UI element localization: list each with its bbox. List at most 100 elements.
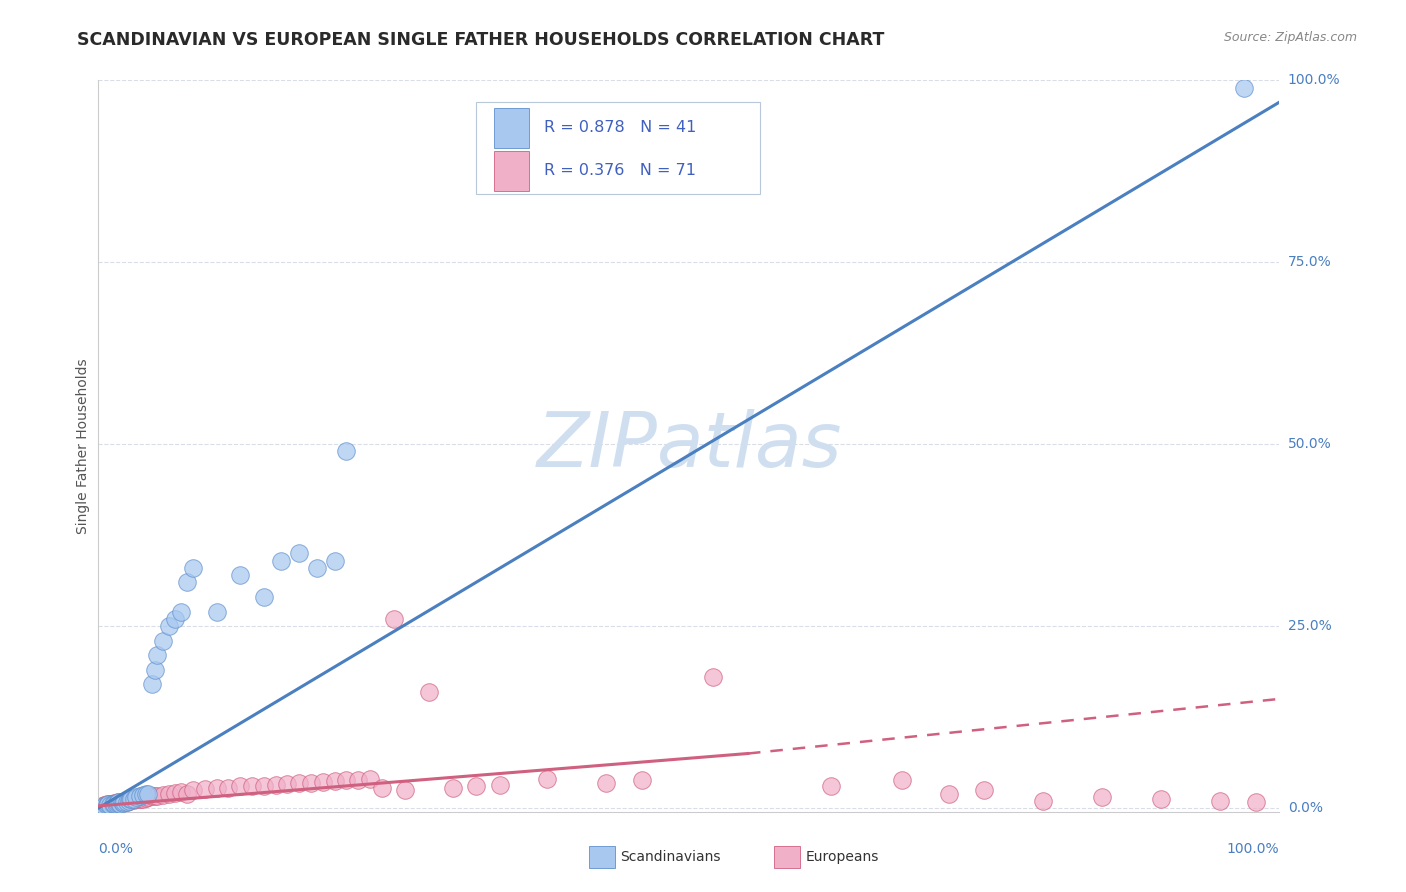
Text: 100.0%: 100.0%	[1227, 842, 1279, 856]
Point	[97, 798, 120, 813]
Point	[973, 783, 995, 797]
Point	[120, 792, 142, 806]
Point	[152, 788, 174, 802]
Point	[141, 677, 163, 691]
Point	[93, 798, 115, 813]
Point	[299, 775, 322, 789]
Text: R = 0.878   N = 41: R = 0.878 N = 41	[544, 120, 696, 136]
Point	[122, 792, 145, 806]
Point	[176, 787, 198, 801]
Point	[143, 789, 166, 803]
Point	[125, 790, 148, 805]
Point	[335, 444, 357, 458]
Point	[112, 795, 135, 809]
Point	[141, 789, 163, 804]
Point	[136, 787, 159, 801]
Point	[205, 781, 228, 796]
Point	[441, 780, 464, 795]
Point	[93, 798, 115, 813]
Point	[157, 787, 180, 801]
Point	[418, 684, 440, 698]
Point	[205, 605, 228, 619]
Point	[96, 797, 118, 812]
Point	[359, 772, 381, 786]
Point	[1244, 795, 1267, 809]
Point	[165, 612, 187, 626]
FancyBboxPatch shape	[589, 847, 614, 868]
Point	[112, 795, 135, 809]
Point	[101, 797, 124, 811]
Point	[128, 789, 150, 804]
Point	[105, 796, 128, 810]
Point	[938, 787, 960, 801]
Text: ZIPatlas: ZIPatlas	[536, 409, 842, 483]
Point	[371, 781, 394, 796]
Point	[103, 797, 125, 812]
Point	[143, 663, 166, 677]
Point	[229, 779, 252, 793]
Point	[136, 790, 159, 805]
Point	[176, 575, 198, 590]
Text: 100.0%: 100.0%	[1288, 73, 1340, 87]
Point	[630, 773, 652, 788]
Point	[107, 795, 129, 809]
Point	[181, 561, 204, 575]
Point	[217, 780, 239, 795]
Text: 50.0%: 50.0%	[1288, 437, 1331, 451]
Point	[108, 796, 131, 810]
Point	[170, 605, 193, 619]
Point	[170, 785, 193, 799]
Point	[135, 787, 157, 801]
Point	[118, 794, 141, 808]
Point	[288, 776, 311, 790]
Point	[323, 554, 346, 568]
Point	[335, 773, 357, 788]
Point	[132, 788, 155, 802]
Point	[305, 561, 328, 575]
Point	[96, 798, 118, 813]
Point	[489, 778, 512, 792]
Text: R = 0.376   N = 71: R = 0.376 N = 71	[544, 163, 696, 178]
Point	[98, 798, 121, 813]
Point	[288, 546, 311, 560]
FancyBboxPatch shape	[494, 151, 530, 191]
Point	[240, 779, 263, 793]
Point	[1032, 794, 1054, 808]
Text: Europeans: Europeans	[806, 850, 879, 864]
Text: 75.0%: 75.0%	[1288, 255, 1331, 269]
Point	[108, 797, 131, 811]
Point	[276, 777, 298, 791]
FancyBboxPatch shape	[477, 103, 759, 194]
Text: SCANDINAVIAN VS EUROPEAN SINGLE FATHER HOUSEHOLDS CORRELATION CHART: SCANDINAVIAN VS EUROPEAN SINGLE FATHER H…	[77, 31, 884, 49]
Point	[97, 797, 120, 812]
Text: Source: ZipAtlas.com: Source: ZipAtlas.com	[1223, 31, 1357, 45]
Point	[270, 554, 292, 568]
Point	[111, 795, 134, 809]
Text: 25.0%: 25.0%	[1288, 619, 1331, 633]
Point	[111, 795, 134, 809]
Point	[104, 797, 127, 811]
Point	[125, 792, 148, 806]
Point	[382, 612, 405, 626]
Point	[146, 789, 169, 803]
Point	[146, 648, 169, 663]
Point	[91, 798, 114, 813]
Text: Scandinavians: Scandinavians	[620, 850, 721, 864]
Point	[702, 670, 724, 684]
Point	[181, 783, 204, 797]
Point	[105, 796, 128, 810]
Point	[394, 783, 416, 797]
Point	[101, 797, 124, 811]
Point	[121, 791, 143, 805]
Point	[1233, 80, 1256, 95]
Point	[128, 792, 150, 806]
Y-axis label: Single Father Households: Single Father Households	[76, 359, 90, 533]
Point	[1091, 790, 1114, 805]
Point	[115, 795, 138, 809]
Text: 0.0%: 0.0%	[98, 842, 134, 856]
Point	[253, 590, 276, 604]
Point	[105, 797, 128, 811]
FancyBboxPatch shape	[773, 847, 800, 868]
Point	[890, 773, 912, 788]
Point	[118, 794, 141, 808]
